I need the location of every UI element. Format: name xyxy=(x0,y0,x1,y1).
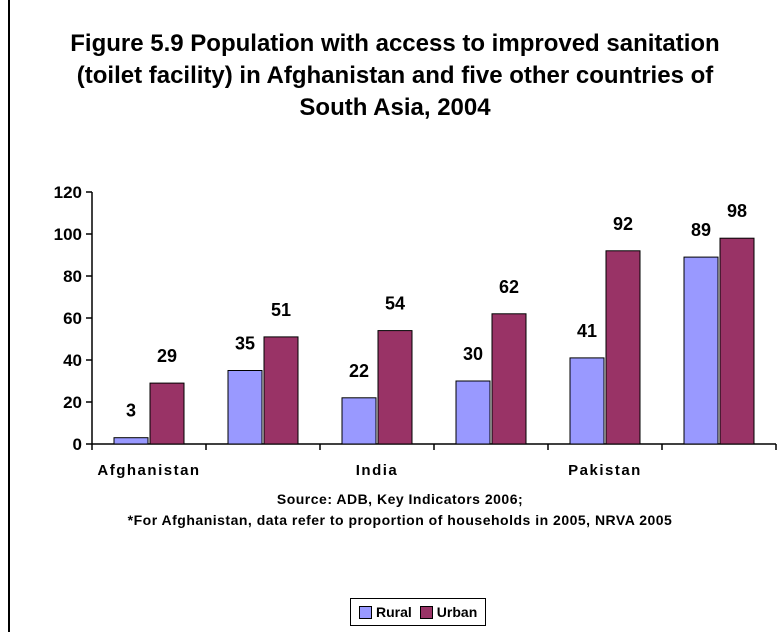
bar-urban xyxy=(377,330,413,445)
source-line-2: *For Afghanistan, data refer to proporti… xyxy=(127,512,673,528)
legend-item-urban: Urban xyxy=(419,604,478,620)
legend-swatch-urban xyxy=(419,605,433,619)
bar-urban xyxy=(149,382,185,445)
bar-rural xyxy=(341,397,377,445)
legend-item-rural: Rural xyxy=(359,604,412,620)
data-label: 92 xyxy=(613,214,633,234)
data-label: 51 xyxy=(271,300,291,320)
x-tick-label: India xyxy=(356,462,399,479)
legend-swatch-rural xyxy=(359,605,372,619)
bar-rural xyxy=(569,357,605,445)
bar-rural xyxy=(455,380,491,445)
y-tick-label: 40 xyxy=(63,351,82,370)
y-tick-label: 80 xyxy=(63,267,82,286)
source-line-1: Source: ADB, Key Indicators 2006; xyxy=(276,491,524,507)
bar-rural xyxy=(683,256,719,445)
chart-source-note: Source: ADB, Key Indicators 2006; *For A… xyxy=(30,489,770,531)
bar-rural xyxy=(227,370,263,445)
data-label: 22 xyxy=(349,361,369,381)
data-label: 98 xyxy=(727,201,747,221)
data-label: 35 xyxy=(235,334,255,354)
data-label: 89 xyxy=(691,220,711,240)
y-tick-label: 20 xyxy=(63,393,82,412)
bar-urban xyxy=(491,313,527,445)
data-label: 54 xyxy=(385,294,405,314)
chart-frame: Figure 5.9 Population with access to imp… xyxy=(8,0,776,632)
data-label: 3 xyxy=(126,401,136,421)
chart-title: Figure 5.9 Population with access to imp… xyxy=(70,30,720,121)
bar-urban xyxy=(719,237,755,445)
data-label: 41 xyxy=(577,321,597,341)
data-label: 62 xyxy=(499,277,519,297)
y-tick-label: 120 xyxy=(54,183,82,202)
data-label: 29 xyxy=(157,346,177,366)
chart-legend: Rural Urban xyxy=(350,598,487,626)
legend-label-urban: Urban xyxy=(436,604,478,620)
bar-urban xyxy=(605,250,641,445)
bar-urban xyxy=(263,336,299,445)
x-tick-label: Pakistan xyxy=(568,462,642,479)
y-tick-label: 100 xyxy=(54,225,82,244)
x-tick-label: Afghanistan xyxy=(97,462,200,479)
y-tick-label: 60 xyxy=(63,309,82,328)
legend-label-rural: Rural xyxy=(376,604,412,620)
data-label: 30 xyxy=(463,344,483,364)
y-tick-label: 0 xyxy=(73,435,82,454)
bar-rural xyxy=(113,437,149,445)
